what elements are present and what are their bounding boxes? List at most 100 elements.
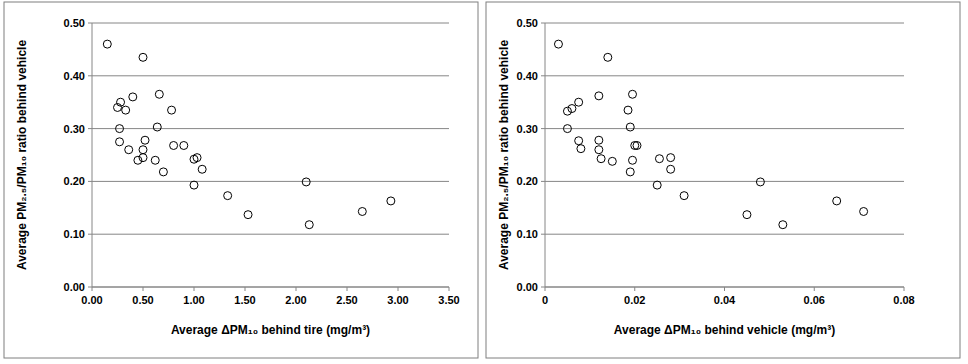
x-tick-label: 0.50 <box>132 294 153 306</box>
x-axis-title: Average ΔPM₁₀ behind tire (mg/m³) <box>171 323 370 337</box>
grid-line <box>92 128 449 129</box>
point <box>577 145 585 153</box>
y-tick-label: 0.50 <box>517 17 538 29</box>
point <box>358 207 366 215</box>
point <box>153 123 161 131</box>
y-tick-label: 0.30 <box>517 123 538 135</box>
point <box>743 211 751 219</box>
x-tick-label: 2.50 <box>336 294 357 306</box>
point <box>224 192 232 200</box>
point <box>608 157 616 165</box>
grid-line <box>545 128 904 129</box>
x-tick-label: 0.06 <box>804 294 825 306</box>
x-tick <box>194 287 195 291</box>
y-tick <box>88 75 92 76</box>
x-tick-label: 0.00 <box>81 294 102 306</box>
y-axis-title: Average PM₂.₅/PM₁₀ ratio behind vehicle <box>15 40 29 270</box>
y-tick-label: 0.20 <box>64 175 85 187</box>
point <box>116 138 124 146</box>
point <box>103 40 111 48</box>
point <box>139 146 147 154</box>
point <box>190 181 198 189</box>
y-tick <box>541 75 545 76</box>
point <box>155 90 163 98</box>
point <box>122 106 130 114</box>
y-tick-label: 0.40 <box>64 70 85 82</box>
point <box>595 92 603 100</box>
y-tick-label: 0.00 <box>517 281 538 293</box>
point <box>629 90 637 98</box>
panel-border <box>486 2 960 358</box>
y-axis <box>545 23 546 287</box>
point <box>595 146 603 154</box>
point <box>595 136 603 144</box>
grid-line <box>92 75 449 76</box>
y-tick <box>541 23 545 24</box>
y-tick <box>88 23 92 24</box>
y-tick <box>541 128 545 129</box>
point <box>680 192 688 200</box>
x-tick-label: 0 <box>542 294 548 306</box>
y-tick <box>88 181 92 182</box>
point <box>168 106 176 114</box>
point <box>779 221 787 229</box>
point <box>117 98 125 106</box>
x-tick <box>545 287 546 291</box>
point <box>597 155 605 163</box>
x-tick-label: 1.00 <box>183 294 204 306</box>
x-tick-label: 0.04 <box>714 294 736 306</box>
y-tick <box>541 234 545 235</box>
point <box>116 125 124 133</box>
x-tick-label: 0.02 <box>624 294 645 306</box>
point <box>129 93 137 101</box>
point <box>624 106 632 114</box>
point <box>575 98 583 106</box>
point <box>305 221 313 229</box>
panel-border <box>4 2 478 358</box>
x-tick <box>347 287 348 291</box>
points <box>554 40 867 229</box>
x-tick <box>449 287 450 291</box>
x-axis-title: Average ΔPM₁₀ behind vehicle (mg/m³) <box>614 323 835 337</box>
point <box>568 105 576 113</box>
point <box>151 156 159 164</box>
x-tick <box>814 287 815 291</box>
x-tick <box>143 287 144 291</box>
y-tick <box>541 287 545 288</box>
point <box>653 181 661 189</box>
point <box>833 197 841 205</box>
grid-line <box>545 181 904 182</box>
x-tick <box>296 287 297 291</box>
point <box>626 123 634 131</box>
point <box>139 154 147 162</box>
point <box>180 141 188 149</box>
point <box>554 40 562 48</box>
chart-panel: 0.00 0.10 0.20 0.30 0.40 0.50 0.00 0.50 1.00 1.50… <box>4 2 478 358</box>
y-tick-label: 0.50 <box>64 17 85 29</box>
grid-line <box>545 234 904 235</box>
point <box>302 178 310 186</box>
x-tick-label: 3.50 <box>438 294 459 306</box>
x-tick-label: 1.50 <box>234 294 255 306</box>
point <box>633 141 641 149</box>
grid-line <box>545 75 904 76</box>
y-axis <box>92 23 93 287</box>
y-axis-title: Average PM₂.₅/PM₁₀ ratio behind vehicle <box>497 40 511 270</box>
x-tick-label: 0.08 <box>893 294 914 306</box>
point <box>193 154 201 162</box>
point <box>756 178 764 186</box>
x-tick-label: 3.00 <box>387 294 408 306</box>
grid-line <box>545 23 904 24</box>
x-tick <box>92 287 93 291</box>
point <box>629 156 637 164</box>
grid-line <box>92 287 449 288</box>
x-tick-label: 2.00 <box>285 294 306 306</box>
figure: 0.00 0.10 0.20 0.30 0.40 0.50 0.00 0.50 1.00 1.50… <box>0 0 968 364</box>
point <box>387 197 395 205</box>
y-tick-label: 0.00 <box>64 281 85 293</box>
y-tick-label: 0.10 <box>64 228 85 240</box>
point <box>563 125 571 133</box>
y-tick <box>88 287 92 288</box>
y-tick-label: 0.30 <box>64 123 85 135</box>
x-tick <box>245 287 246 291</box>
